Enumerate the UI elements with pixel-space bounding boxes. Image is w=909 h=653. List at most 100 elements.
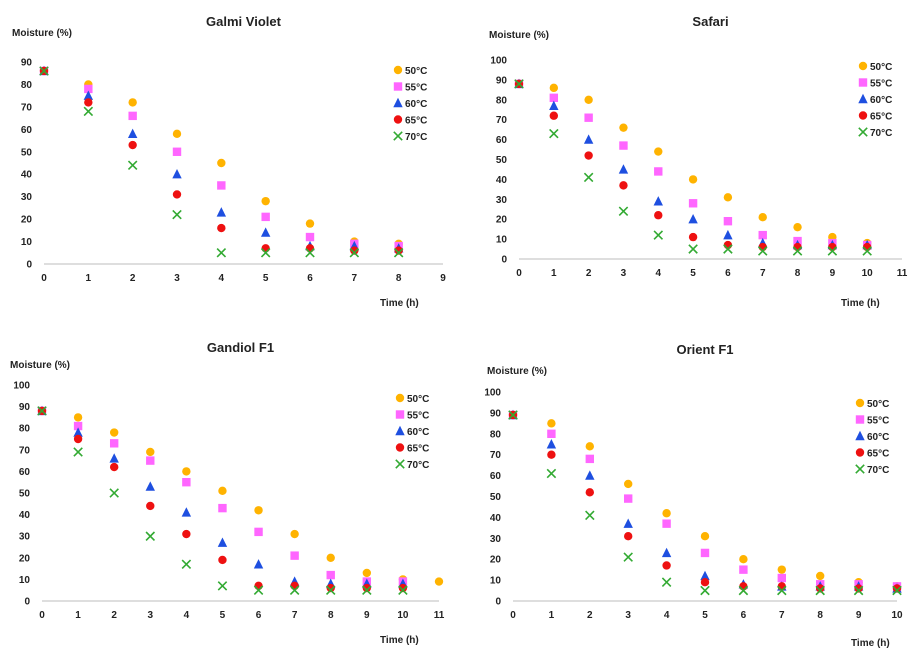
chart-panel-galmi-violet: Galmi Violet Moisture (%) Time (h) 0 10 20 30 4…: [0, 0, 455, 323]
legend-label: 55°C: [867, 416, 889, 427]
legend-label: 60°C: [867, 432, 889, 443]
data-point: [290, 529, 299, 539]
data-point: [688, 175, 698, 184]
data-point: [619, 181, 628, 190]
series-70-c: [37, 406, 408, 595]
x-tick-label: 1: [551, 268, 557, 279]
data-point: [688, 214, 698, 224]
series-50-c: [39, 66, 403, 248]
data-point: [362, 583, 372, 593]
data-point: [549, 128, 559, 139]
legend-marker: [395, 443, 405, 452]
data-point: [549, 83, 559, 93]
data-point: [618, 164, 629, 174]
data-point: [146, 447, 155, 457]
x-tick-label: 2: [111, 610, 117, 621]
y-tick-label: 0: [501, 255, 507, 266]
data-point: [182, 529, 191, 539]
data-point: [261, 244, 270, 253]
chart-title: Galmi Violet: [206, 14, 282, 29]
data-point: [393, 248, 404, 258]
x-tick-label: 7: [760, 268, 766, 279]
x-tick-label: 4: [664, 610, 670, 621]
data-point: [654, 211, 663, 220]
data-point: [128, 98, 137, 107]
legend-marker: [858, 61, 868, 71]
data-point: [618, 206, 629, 217]
y-tick-label: 30: [21, 192, 33, 203]
x-tick-label: 8: [328, 610, 334, 621]
legend-marker: [858, 93, 868, 104]
data-point: [547, 429, 556, 438]
series-60-c: [508, 409, 902, 593]
x-tick-label: 9: [364, 610, 370, 621]
data-point: [653, 230, 664, 240]
x-tick-label: 7: [292, 610, 298, 621]
data-point: [109, 428, 119, 437]
x-tick-label: 6: [256, 610, 262, 621]
data-point: [584, 151, 593, 160]
data-point: [758, 213, 767, 222]
data-point: [127, 160, 138, 171]
data-point: [73, 427, 83, 437]
legend-label: 70°C: [870, 128, 892, 139]
y-tick-label: 50: [21, 147, 33, 158]
legend-marker: [393, 131, 403, 141]
data-point: [73, 447, 83, 457]
x-tick-label: 7: [352, 273, 358, 284]
x-tick-label: 4: [219, 273, 225, 284]
data-point: [218, 555, 227, 565]
data-point: [583, 172, 594, 183]
x-axis-label: Time (h): [851, 638, 890, 648]
series-65-c: [37, 406, 408, 593]
y-tick-label: 0: [24, 597, 30, 608]
x-tick-label: 3: [621, 268, 627, 279]
x-tick-label: 10: [862, 268, 874, 279]
series-70-c: [508, 410, 902, 596]
data-point: [662, 561, 671, 570]
data-point: [547, 419, 556, 428]
data-point: [584, 113, 593, 122]
y-tick-label: 60: [19, 467, 31, 478]
x-tick-label: 1: [75, 610, 81, 621]
y-tick-label: 80: [21, 80, 33, 91]
y-tick-label: 90: [490, 408, 502, 419]
data-point: [305, 248, 315, 258]
legend-marker: [393, 65, 403, 75]
data-point: [434, 577, 444, 586]
legend-marker: [858, 111, 868, 120]
data-point: [738, 585, 749, 596]
legend: 50°C 55°C 60°C 65°C 70°C: [393, 65, 427, 143]
x-tick-label: 2: [586, 268, 592, 279]
legend-marker: [855, 464, 865, 474]
data-point: [325, 585, 336, 595]
series-55-c: [39, 66, 403, 251]
data-point: [73, 413, 83, 422]
data-point: [816, 584, 825, 593]
legend-marker: [393, 97, 403, 108]
y-tick-label: 70: [496, 115, 508, 126]
x-tick-label: 2: [130, 273, 136, 284]
y-tick-label: 70: [490, 450, 502, 461]
x-tick-label: 8: [396, 273, 402, 284]
series-55-c: [514, 79, 872, 250]
data-point: [290, 551, 299, 560]
x-tick-label: 6: [307, 273, 313, 284]
data-point: [549, 100, 559, 110]
data-point: [619, 141, 628, 150]
data-point: [216, 207, 227, 217]
legend-label: 55°C: [405, 83, 427, 94]
y-tick-label: 60: [496, 135, 508, 146]
data-point: [654, 167, 663, 176]
legend-marker: [395, 459, 405, 469]
x-tick-label: 3: [625, 610, 631, 621]
legend-label: 65°C: [870, 112, 892, 123]
data-point: [84, 84, 93, 94]
y-tick-label: 90: [21, 58, 33, 69]
data-point: [723, 244, 733, 254]
data-point: [145, 481, 155, 491]
data-point: [700, 532, 710, 541]
data-point: [739, 582, 748, 591]
data-point: [109, 488, 119, 498]
